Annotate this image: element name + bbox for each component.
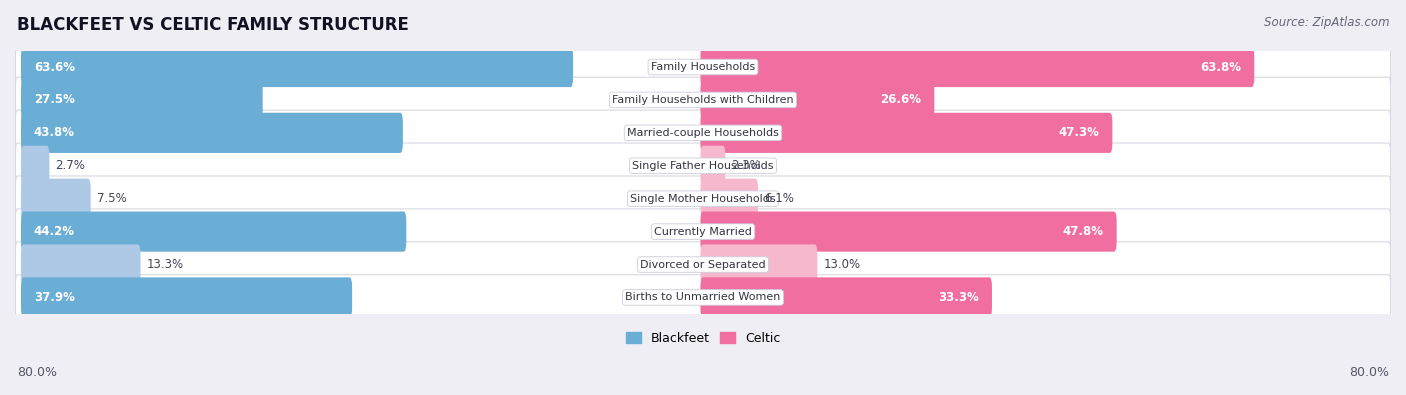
FancyBboxPatch shape xyxy=(700,146,725,186)
FancyBboxPatch shape xyxy=(21,47,574,87)
Text: 63.8%: 63.8% xyxy=(1201,60,1241,73)
FancyBboxPatch shape xyxy=(15,176,1391,221)
FancyBboxPatch shape xyxy=(700,245,817,284)
FancyBboxPatch shape xyxy=(21,245,141,284)
FancyBboxPatch shape xyxy=(700,47,1254,87)
FancyBboxPatch shape xyxy=(21,80,263,120)
Text: Married-couple Households: Married-couple Households xyxy=(627,128,779,138)
Text: Family Households: Family Households xyxy=(651,62,755,72)
Text: 63.6%: 63.6% xyxy=(34,60,75,73)
FancyBboxPatch shape xyxy=(15,77,1391,122)
Text: Single Father Households: Single Father Households xyxy=(633,161,773,171)
Text: 47.8%: 47.8% xyxy=(1063,225,1104,238)
Text: 80.0%: 80.0% xyxy=(17,366,56,379)
Text: Source: ZipAtlas.com: Source: ZipAtlas.com xyxy=(1264,16,1389,29)
Text: Births to Unmarried Women: Births to Unmarried Women xyxy=(626,292,780,303)
Text: BLACKFEET VS CELTIC FAMILY STRUCTURE: BLACKFEET VS CELTIC FAMILY STRUCTURE xyxy=(17,16,409,34)
Text: Single Mother Households: Single Mother Households xyxy=(630,194,776,204)
Text: 43.8%: 43.8% xyxy=(34,126,75,139)
FancyBboxPatch shape xyxy=(700,277,993,318)
Text: 2.7%: 2.7% xyxy=(55,159,86,172)
Text: 33.3%: 33.3% xyxy=(938,291,979,304)
FancyBboxPatch shape xyxy=(21,211,406,252)
FancyBboxPatch shape xyxy=(21,113,404,153)
FancyBboxPatch shape xyxy=(21,179,90,219)
Text: 6.1%: 6.1% xyxy=(763,192,794,205)
FancyBboxPatch shape xyxy=(700,80,935,120)
FancyBboxPatch shape xyxy=(15,209,1391,254)
FancyBboxPatch shape xyxy=(700,211,1116,252)
Text: 13.0%: 13.0% xyxy=(824,258,860,271)
Text: 80.0%: 80.0% xyxy=(1350,366,1389,379)
FancyBboxPatch shape xyxy=(15,275,1391,320)
FancyBboxPatch shape xyxy=(15,143,1391,188)
FancyBboxPatch shape xyxy=(21,277,351,318)
FancyBboxPatch shape xyxy=(700,113,1112,153)
Text: 27.5%: 27.5% xyxy=(34,94,75,106)
Text: 7.5%: 7.5% xyxy=(97,192,127,205)
Text: 47.3%: 47.3% xyxy=(1059,126,1099,139)
Text: 2.3%: 2.3% xyxy=(731,159,761,172)
Text: 26.6%: 26.6% xyxy=(880,94,921,106)
FancyBboxPatch shape xyxy=(21,146,49,186)
Text: Family Households with Children: Family Households with Children xyxy=(612,95,794,105)
Text: 44.2%: 44.2% xyxy=(34,225,75,238)
Text: Divorced or Separated: Divorced or Separated xyxy=(640,260,766,269)
Text: 13.3%: 13.3% xyxy=(146,258,184,271)
FancyBboxPatch shape xyxy=(15,44,1391,90)
Text: 37.9%: 37.9% xyxy=(34,291,75,304)
FancyBboxPatch shape xyxy=(15,242,1391,287)
FancyBboxPatch shape xyxy=(700,179,758,219)
Text: Currently Married: Currently Married xyxy=(654,227,752,237)
FancyBboxPatch shape xyxy=(15,110,1391,156)
Legend: Blackfeet, Celtic: Blackfeet, Celtic xyxy=(621,327,785,350)
